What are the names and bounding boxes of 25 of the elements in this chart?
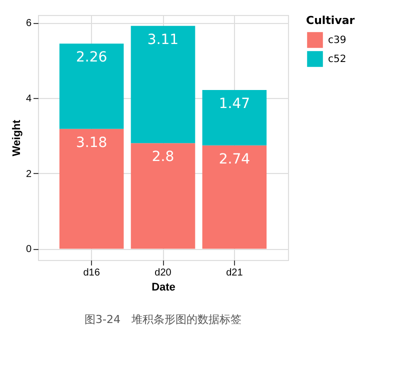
y-tick-label: 6 [26,18,32,30]
bar [130,26,196,144]
y-tick-label: 2 [26,168,32,180]
bar [202,145,267,249]
y-axis-title: Weight [10,119,23,156]
caption: 图3-24 堆积条形图的数据标签 [84,313,242,326]
legend-label: c52 [328,54,346,65]
x-tick-label: d20 [154,268,172,278]
x-tick-label: d21 [226,268,244,278]
data-label: 2.74 [218,151,250,168]
data-label: 2.26 [76,50,108,66]
data-label: 3.18 [76,134,108,151]
x-axis-title: Date [152,282,176,294]
data-label: 1.47 [218,96,250,112]
bar [59,44,124,129]
bar [130,143,196,249]
x-tick-label: d16 [83,268,100,278]
data-label: 2.8 [152,149,174,166]
data-label: 3.11 [147,32,179,48]
legend-label: c39 [328,35,346,46]
y-tick-label: 4 [26,93,32,104]
legend-title: Cultivar [306,14,356,27]
y-tick-label: 0 [26,244,32,256]
bar [202,90,267,146]
bar [59,128,124,249]
